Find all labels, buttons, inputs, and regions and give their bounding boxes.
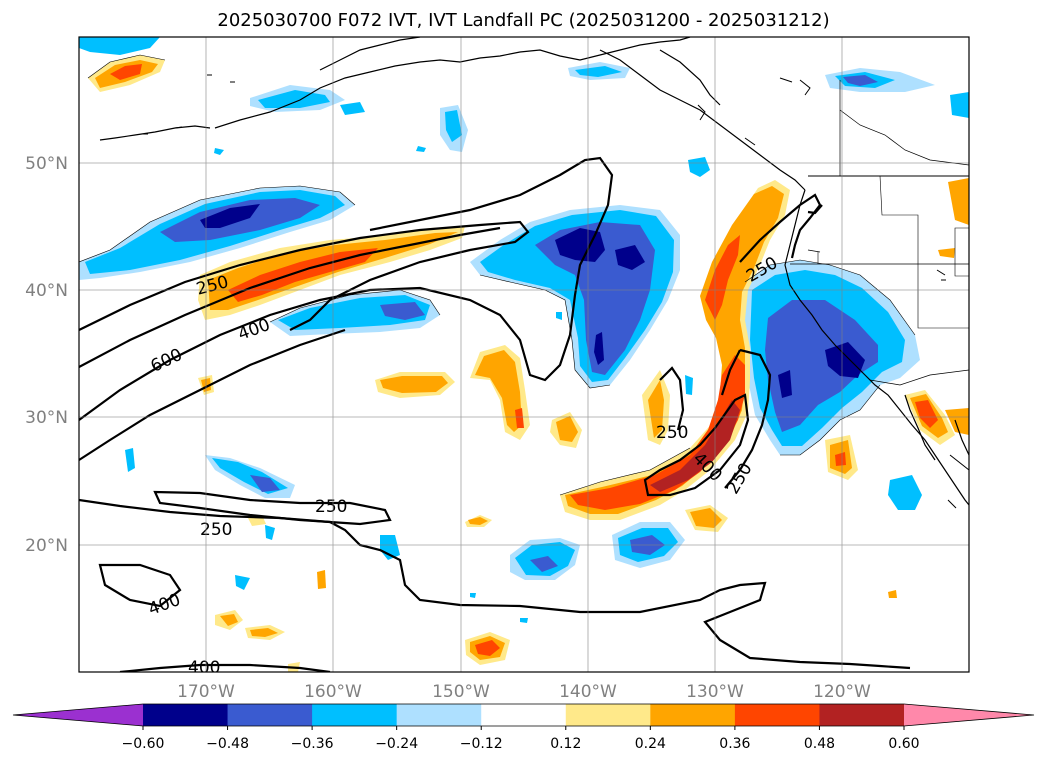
lat-label-40n: 40°N — [25, 281, 68, 301]
lon-label-160w: 160°W — [304, 682, 362, 702]
lon-label-140w: 140°W — [559, 682, 617, 702]
colorbar-tick-label: −0.12 — [460, 736, 503, 752]
colorbar-bin — [396, 704, 482, 726]
colorbar-bin — [312, 704, 398, 726]
lon-label-130w: 130°W — [686, 682, 744, 702]
colorbar-tick-label: 0.12 — [550, 736, 581, 752]
lon-label-170w: 170°W — [177, 682, 235, 702]
colorbar-extend-low — [13, 704, 143, 726]
contour-label: 250 — [656, 423, 688, 443]
colorbar-bin — [143, 704, 229, 726]
latitude-labels: 50°N 40°N 30°N 20°N — [25, 154, 68, 556]
colorbar-bin — [227, 704, 313, 726]
pc-contours — [79, 156, 911, 672]
gridlines — [79, 37, 969, 672]
colorbar-tick-label: 0.36 — [719, 736, 750, 752]
lat-label-20n: 20°N — [25, 536, 68, 556]
lat-label-30n: 30°N — [25, 408, 68, 428]
colorbar-bin — [734, 704, 820, 726]
coastlines — [99, 37, 969, 509]
colorbar-bin — [481, 704, 567, 726]
colorbar-bin — [819, 704, 905, 726]
contour-label: 400 — [188, 658, 220, 678]
colorbar-tick-label: 0.24 — [635, 736, 666, 752]
colorbar-bin — [565, 704, 651, 726]
contour-label: 250 — [200, 520, 232, 540]
map-border — [78, 36, 970, 673]
map-content: 250 400 600 250 250 400 250 250 250 400 … — [79, 37, 969, 678]
negative-anomaly-fill — [79, 37, 969, 623]
contour-label: 250 — [315, 497, 347, 517]
colorbar-bin — [650, 704, 736, 726]
colorbar: −0.60 −0.48 −0.36 −0.24 −0.12 0.12 0.24 0.36 0.4… — [12, 703, 1035, 752]
colorbar-tick-label: −0.48 — [206, 736, 249, 752]
colorbar-extend-high — [904, 704, 1034, 726]
lat-label-50n: 50°N — [25, 154, 68, 174]
longitude-labels: 170°W 160°W 150°W 140°W 130°W 120°W — [177, 682, 871, 702]
colorbar-tick-label: −0.36 — [291, 736, 334, 752]
colorbar-tick-label: −0.60 — [122, 736, 165, 752]
lon-label-120w: 120°W — [813, 682, 871, 702]
contour-labels: 250 400 600 250 250 400 250 250 250 400 … — [146, 253, 781, 678]
colorbar-tick-label: −0.24 — [375, 736, 418, 752]
colorbar-tick-label: 0.48 — [804, 736, 835, 752]
lon-label-150w: 150°W — [432, 682, 490, 702]
colorbar-tick-label: 0.60 — [888, 736, 919, 752]
positive-anomaly-fill — [88, 55, 969, 672]
map-title: 2025030700 F072 IVT, IVT Landfall PC (20… — [217, 10, 830, 31]
